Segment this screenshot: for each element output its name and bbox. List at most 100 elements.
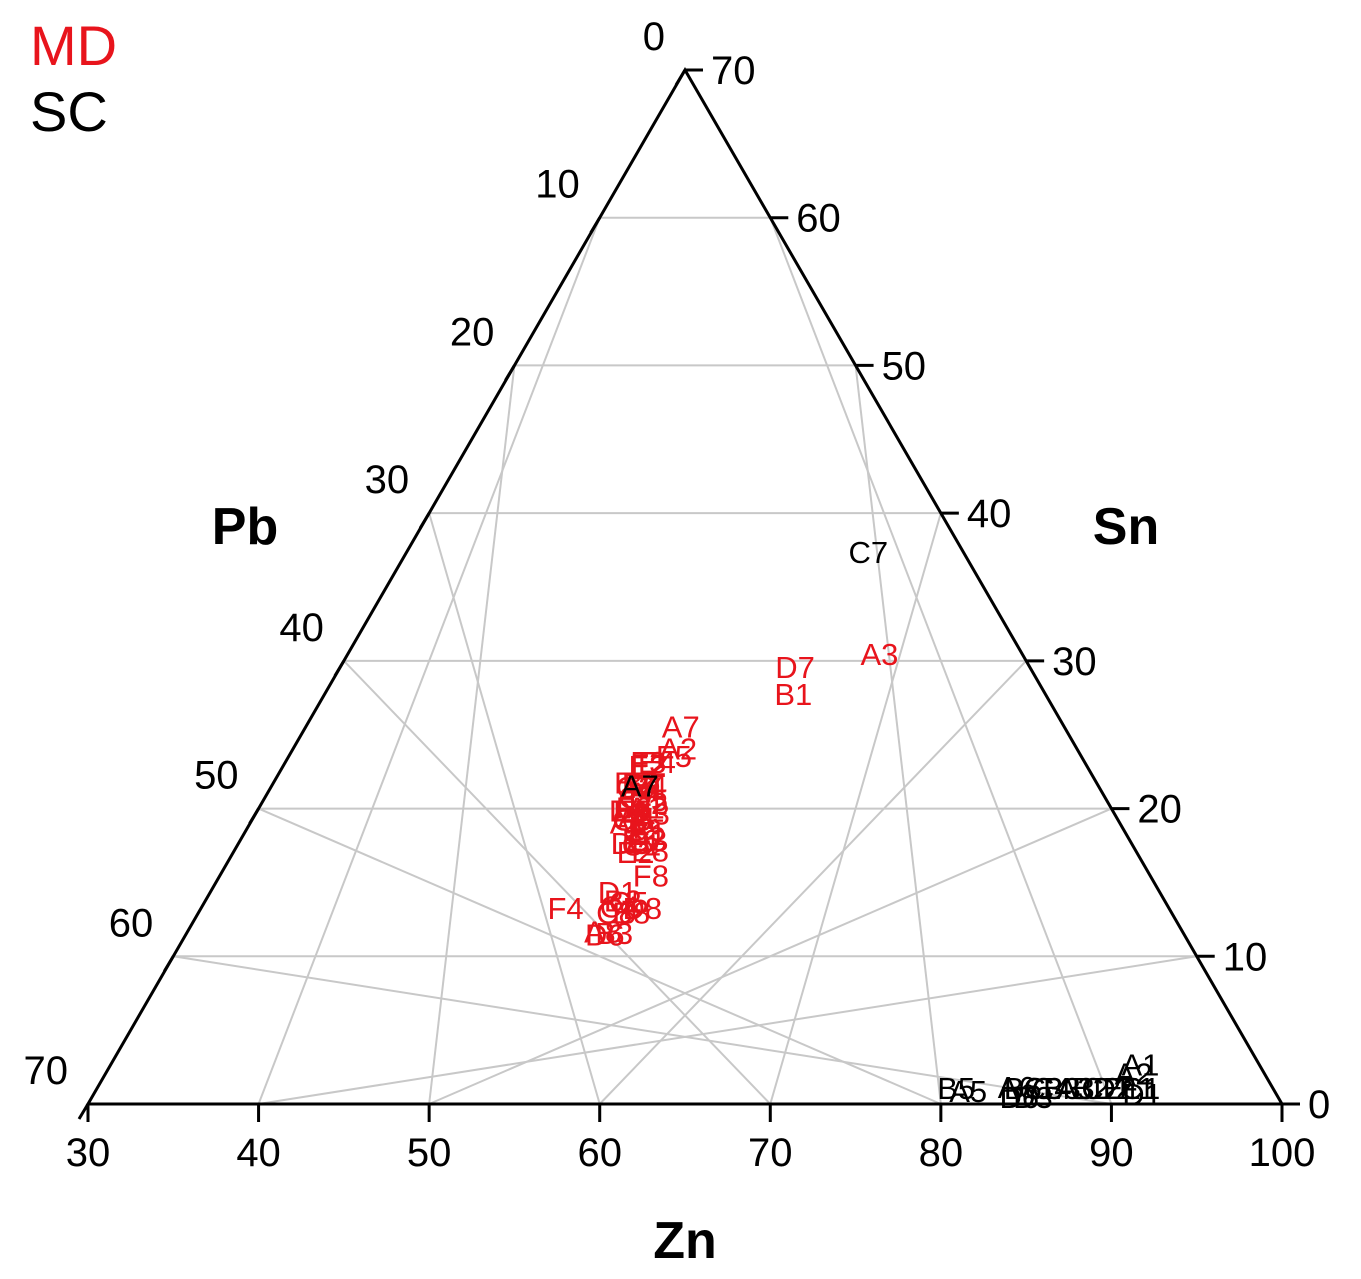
grid-line [173,955,1112,1105]
tick-label-sn: 50 [882,344,927,388]
point-label-md-e6: E6 [622,823,660,858]
tick-label-pb: 50 [194,754,239,798]
point-label-sc-d2: D2 [1093,1071,1133,1106]
point-label-md-a6: A6 [610,805,648,840]
grid-line [428,512,601,1105]
point-label-md-b5: B5 [628,813,666,848]
tick-label-pb: 30 [365,458,410,502]
tick-label-zn: 90 [1089,1131,1134,1175]
grid-line [258,807,942,1105]
tick-label-zn: 100 [1249,1131,1316,1175]
axis-title-zn: Zn [653,1212,717,1270]
triangle-outline [85,67,1285,1106]
tick-label-pb: 20 [450,310,495,354]
point-label-sc-a5: A5 [949,1074,987,1109]
tick-label-zn: 30 [66,1131,111,1175]
tick-label-sn: 40 [967,492,1012,536]
point-label-md-c3: C3 [628,823,668,858]
point-label-md-b6: B6 [623,765,661,800]
tick-label-sn: 20 [1137,788,1182,832]
tick-label-zn: 70 [748,1131,793,1175]
point-label-md-c1: C1 [622,828,662,863]
legend-sc: SC [30,80,108,143]
point-label-sc-c2: C2 [1081,1071,1121,1106]
point-label-sc-f1: F1 [1119,1071,1155,1106]
point-label-sc-a2: A2 [1115,1056,1153,1091]
axis-ticks: 30 0 70 40 10 60 50 20 50 60 30 40 70 40 30 80 50 20 90 60 1… [24,15,1331,1175]
point-label-md-e8: E8 [631,833,669,868]
tick-label-sn: 0 [1308,1083,1330,1127]
tick-label-pb: 40 [279,606,324,650]
tick-label-pb: 10 [535,163,580,207]
point-label-md-e2: E2 [617,835,655,870]
point-label-md-b3: B3 [595,916,633,951]
point-label-sc-a1: A1 [1121,1048,1159,1083]
point-label-md-c5: C5 [609,885,649,920]
tick-mark [77,1103,90,1120]
tick-mark [674,69,687,86]
point-label-sc-e1: E1 [1103,1071,1141,1106]
point-label-md-f4: F4 [548,891,584,926]
point-label-md-e4: E4 [638,745,676,780]
tick-mark [504,364,516,382]
point-label-md-e2: E2 [629,749,667,784]
point-label-sc-b2: B2 [1072,1071,1110,1106]
point-label-md-a2: A2 [659,731,697,766]
tick-label-sn: 60 [796,197,841,241]
tick-label-sn: 10 [1223,935,1268,979]
grid-line [343,660,772,1105]
point-label-md-c7: C7 [618,780,658,815]
tick-mark [248,807,260,825]
point-label-md-f8: F8 [633,859,669,894]
point-label-md-f6: F6 [616,791,652,826]
grid-line [428,807,1112,1105]
point-label-md-b8: B8 [612,895,650,930]
point-label-sc-b3: B3 [1043,1071,1081,1106]
tick-label-zn: 40 [236,1131,281,1175]
point-label-md-a3: A3 [860,637,898,672]
point-label-sc-d1: D1 [1122,1077,1162,1112]
axis-title-pb: Pb [212,498,278,556]
tick-label-zn: 80 [919,1131,964,1175]
point-label-sc-c3: C3 [1023,1071,1063,1106]
point-label-md-a4: A4 [617,801,655,836]
point-label-md-f1: F1 [629,770,665,805]
tick-label-sn: 30 [1052,640,1097,684]
axis-title-sn: Sn [1093,498,1159,556]
tick-label-zn: 50 [407,1131,452,1175]
tick-label-sn: 70 [711,49,756,93]
grid-line [598,660,1027,1105]
point-label-md-b2: B2 [604,884,642,919]
grid-line [769,217,1113,1105]
point-label-sc-d3: D3 [1013,1080,1053,1115]
point-label-md-d5: D5 [629,783,669,818]
point-label-sc-b6: B6 [1004,1071,1042,1106]
point-label-md-a1: A1 [627,791,665,826]
point-label-md-c4: C4 [600,890,640,925]
tick-label-pb: 60 [109,901,154,945]
tick-label-pb: 0 [643,15,665,59]
point-label-md-a8: A8 [584,915,622,950]
point-label-sc-d6: D6 [999,1080,1039,1115]
point-label-md-d3: D3 [611,826,651,861]
legend-md: MD [30,14,118,77]
grid-line [258,955,1197,1105]
point-label-md-e5: E5 [613,794,651,829]
point-label-sc-a3: A3 [1057,1071,1095,1106]
tick-mark [418,512,431,529]
grid-lines [173,216,1197,1105]
triangle-frame [85,67,1285,1106]
grid-line [428,365,516,1105]
point-label-md-d7: D7 [775,650,815,685]
point-label-md-c2: C2 [616,770,656,805]
point-label-md-d8: D8 [623,891,663,926]
point-label-md-e3: E3 [632,796,670,831]
point-label-md-e1: E1 [629,817,667,852]
data-points: A3D7B1A7A2F5E4F3F2E2B6F7A5C2B4F1B7D5D2C7… [548,535,1162,1115]
point-label-md-f5: F5 [656,739,692,774]
point-label-md-d4: D4 [609,794,649,829]
point-label-md-c8: C8 [596,895,636,930]
grid-line [854,365,942,1105]
tick-label-zn: 60 [577,1131,622,1175]
